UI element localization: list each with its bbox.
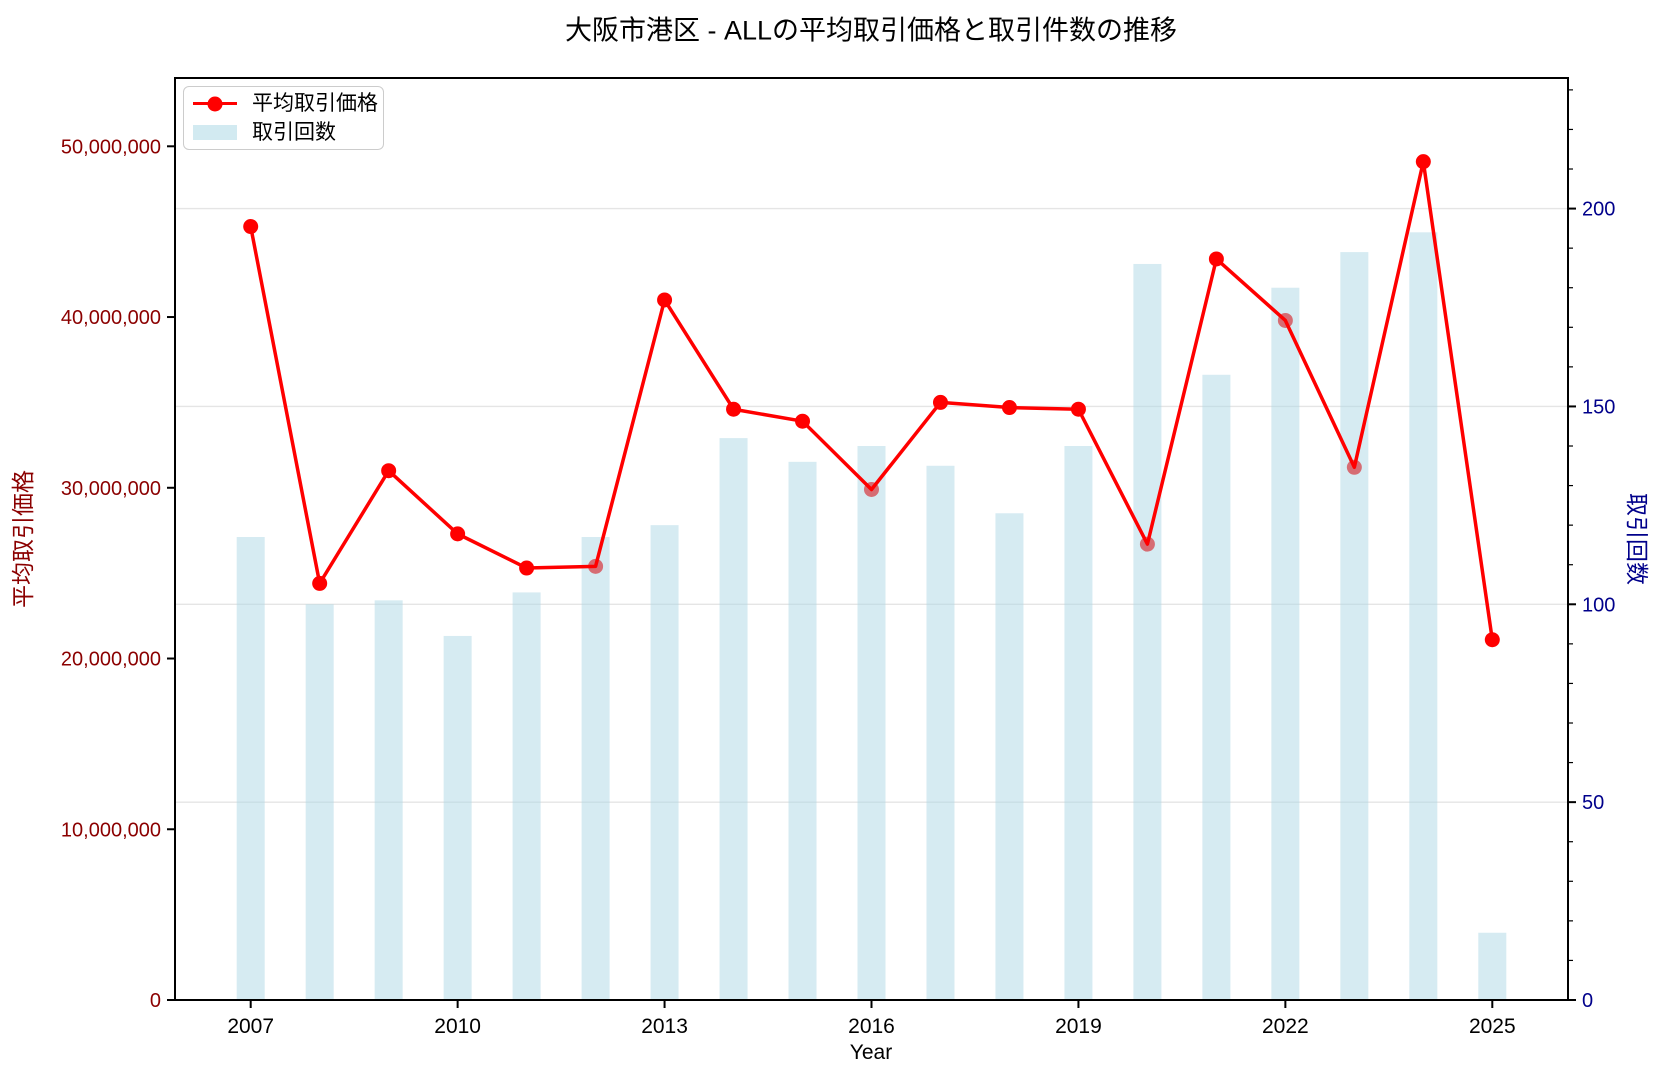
y-right-tick-label: 150 [1582,396,1615,418]
x-tick-label: 2010 [434,1015,481,1038]
x-ticks: 2007 2010 2013 2016 2019 2022 2025 [227,1000,1516,1038]
bar-2023 [1340,252,1369,1001]
bar-2013 [650,525,679,1000]
legend: 平均取引価格 取引回数 [183,86,384,150]
y-right-tick-label: 50 [1582,792,1604,814]
y-left-tick-label: 40,000,000 [61,307,161,329]
y-right-ticks: 0 50 100 150 200 [1568,89,1615,1012]
bar-2015 [788,461,817,1000]
bar-2018 [995,513,1024,1000]
bar-2024 [1409,232,1438,1001]
x-tick-label: 2016 [848,1015,895,1038]
x-axis-label: Year [849,1041,893,1064]
bar-2007 [236,537,265,1000]
bar-2016 [857,446,886,1001]
bar-2012 [581,537,610,1000]
y-left-tick-label: 0 [150,990,161,1012]
price-line [248,159,1495,642]
y-right-tick-label: 0 [1582,990,1593,1012]
x-tick-label: 2022 [1262,1015,1309,1038]
chart-title: 大阪市港区 - ALLの平均取引価格と取引件数の推移 [564,15,1178,46]
bar-2008 [305,604,334,1000]
legend-line-marker-icon [193,96,237,112]
legend-item-price: 平均取引価格 [193,91,378,116]
bar-2020 [1133,263,1162,1001]
bar-2011 [512,592,541,1000]
bar-2010 [443,635,472,1000]
bar-2022 [1271,287,1300,1000]
y-right-tick-label: 200 [1582,199,1615,221]
y-left-tick-label: 20,000,000 [61,649,161,671]
legend-price-label: 平均取引価格 [252,92,378,115]
x-tick-label: 2013 [641,1015,688,1038]
count-bars [236,232,1507,1001]
legend-count-label: 取引回数 [252,121,336,144]
y-left-tick-label: 10,000,000 [61,819,161,841]
y-left-tick-label: 30,000,000 [61,478,161,500]
bar-2025 [1478,932,1507,1000]
y-axis-label-left: 平均取引価格 [10,470,36,608]
bar-2021 [1202,374,1231,1000]
y-left-tick-label: 50,000,000 [61,136,161,158]
x-tick-label: 2025 [1469,1015,1516,1038]
bar-2009 [374,600,403,1000]
y-right-tick-label: 100 [1582,594,1615,616]
legend-item-count: 取引回数 [193,120,373,145]
x-tick-label: 2019 [1055,1015,1102,1038]
bar-2017 [926,465,955,1000]
bar-2014 [719,438,748,1000]
legend-bar-swatch-icon [193,125,237,140]
y-left-ticks: 0 10,000,000 20,000,000 30,000,000 40,000,00… [61,136,175,1012]
y-axis-label-right: 取引回数 [1624,493,1650,585]
bar-2019 [1064,446,1093,1001]
x-tick-label: 2007 [227,1015,274,1038]
